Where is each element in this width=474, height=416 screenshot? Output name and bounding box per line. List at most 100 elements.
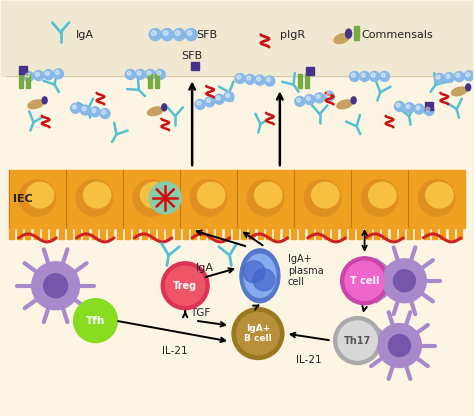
Ellipse shape [162,104,167,111]
Bar [258,228,263,239]
Text: IL-21: IL-21 [163,346,188,356]
Circle shape [456,74,460,77]
Circle shape [205,97,215,107]
Bar [155,74,159,89]
Circle shape [82,107,86,111]
Text: Treg: Treg [173,281,197,291]
Bar [298,74,302,89]
Bar [233,228,238,239]
Circle shape [380,72,390,82]
Circle shape [394,102,404,111]
Bar [425,102,433,110]
Ellipse shape [27,182,54,208]
Bar [17,228,22,239]
Circle shape [24,72,34,82]
Circle shape [416,106,420,110]
Circle shape [316,95,320,99]
Bar [191,62,199,70]
Bar [208,228,213,239]
Circle shape [137,71,141,75]
Circle shape [245,74,255,84]
Bar [399,228,404,239]
Bar [457,228,462,239]
Circle shape [404,103,414,113]
Circle shape [466,72,470,77]
Bar [34,228,39,239]
Ellipse shape [426,182,453,208]
Ellipse shape [369,182,396,208]
Bar [305,74,309,89]
Circle shape [324,91,334,101]
Ellipse shape [198,182,225,208]
Circle shape [44,70,54,80]
Circle shape [34,71,44,81]
Bar [67,228,72,239]
Bar [332,228,337,239]
Ellipse shape [147,107,163,116]
Bar [216,228,221,239]
Circle shape [136,69,146,79]
Circle shape [19,180,55,216]
Circle shape [326,93,330,97]
Ellipse shape [334,34,349,44]
Circle shape [304,180,341,216]
Circle shape [161,29,173,41]
Circle shape [237,312,279,355]
Circle shape [306,97,310,100]
Bar [299,228,304,239]
Circle shape [426,107,430,111]
Circle shape [350,72,360,82]
Bar [424,228,428,239]
Circle shape [44,274,68,298]
Ellipse shape [466,84,471,91]
Circle shape [360,72,370,82]
Text: Commensals: Commensals [362,30,433,40]
Ellipse shape [351,97,356,104]
Circle shape [226,93,230,97]
Circle shape [32,262,80,310]
Circle shape [207,99,210,102]
Bar [291,228,296,239]
Circle shape [396,103,400,107]
Bar [100,228,105,239]
Bar [349,228,354,239]
Ellipse shape [346,29,352,38]
Circle shape [381,73,385,77]
Circle shape [377,324,421,367]
Bar [75,228,80,239]
Circle shape [127,71,131,75]
Circle shape [334,317,382,364]
Bar [142,228,146,239]
Circle shape [187,31,192,35]
Circle shape [446,74,450,78]
Circle shape [90,107,100,117]
Circle shape [266,78,271,82]
Circle shape [393,270,415,292]
Bar [341,228,346,239]
Circle shape [149,182,181,214]
Circle shape [81,105,91,115]
Bar [133,228,138,239]
Bar [166,228,172,239]
Ellipse shape [244,254,276,297]
Circle shape [165,266,205,305]
Bar [374,228,379,239]
Bar [9,228,14,239]
Circle shape [235,74,245,84]
Bar [382,228,387,239]
Circle shape [147,71,151,75]
Circle shape [232,308,284,359]
Circle shape [419,180,455,216]
Circle shape [247,180,284,216]
Bar [148,74,152,89]
Bar [150,228,155,239]
Bar [92,228,97,239]
Text: Th17: Th17 [344,336,371,346]
Circle shape [256,77,261,81]
Circle shape [92,109,96,113]
Bar [1,1,473,77]
Circle shape [265,76,275,86]
Bar [357,228,362,239]
Bar [26,74,30,89]
Bar [448,228,454,239]
